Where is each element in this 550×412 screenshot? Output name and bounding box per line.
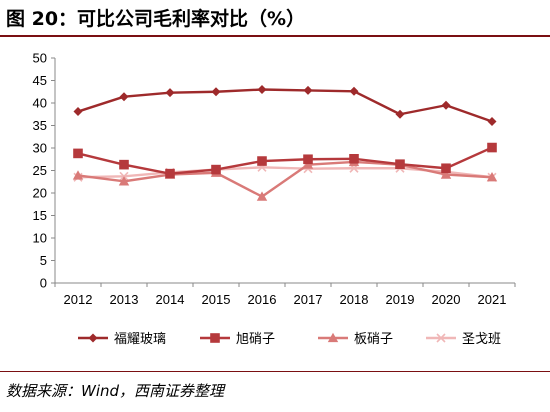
data-point [165,168,175,179]
data-point [73,107,83,117]
line-chart: 0 5 10 15 20 25 30 35 40 45 50 2012 2013 2014 2015 2016… [33,51,516,347]
data-point [303,85,313,95]
data-point [441,100,451,110]
chart-axes: 0 5 10 15 20 25 30 35 40 45 50 2012 2013 2014 2015 2016… [33,51,516,307]
y-tick-label: 35 [33,118,47,133]
x-tick-label: 2020 [432,292,461,307]
y-tick-label: 20 [33,186,47,201]
data-point [119,92,129,102]
series-line [77,146,493,175]
data-point [72,170,84,180]
data-point [349,154,359,164]
x-tick-label: 2015 [202,292,231,307]
data-point [440,169,452,179]
data-point [487,116,497,126]
data-point [441,163,451,174]
data-point [302,159,314,169]
y-tick-label: 45 [33,73,47,88]
series-3 [72,156,498,201]
y-tick-label: 5 [40,253,47,268]
data-point [257,156,267,166]
data-point [211,87,221,97]
legend-label: 板硝子 [354,332,393,347]
legend-label: 圣戈班 [462,332,501,347]
x-tick-label: 2014 [156,292,185,307]
x-tick-label: 2013 [110,292,139,307]
series-line [77,160,493,198]
chart-legend: 福耀玻璃 旭硝子 板硝子 圣戈班 [78,332,501,347]
title-rule [0,35,550,37]
data-point [165,88,175,98]
x-tick-label: 2012 [64,292,93,307]
series-1 [73,85,497,126]
y-tick-label: 30 [33,141,47,156]
data-point [395,109,405,119]
data-point [211,164,221,175]
source-rule [0,371,550,372]
y-tick-label: 10 [33,231,47,246]
data-point [349,86,359,96]
series-layer [72,85,498,201]
legend-item-4: 圣戈班 [426,332,501,347]
x-tick-label: 2016 [248,292,277,307]
data-point [486,172,498,182]
legend-swatch-marker [88,333,98,343]
y-tick-label: 50 [33,51,47,66]
series-2 [73,142,497,179]
legend-swatch-marker [436,333,446,343]
data-point [119,159,129,170]
x-tick-label: 2019 [386,292,415,307]
x-tick-label: 2018 [340,292,369,307]
data-point [257,85,267,94]
x-marker-stroke [436,333,446,343]
legend-label: 福耀玻璃 [114,332,166,347]
source-note: 数据来源：Wind，西南证券整理 [6,382,225,400]
data-point [395,159,405,169]
x-tick-label: 2021 [478,292,507,307]
y-tick-label: 0 [40,276,47,291]
y-tick-label: 25 [33,163,47,178]
series-line [77,88,493,123]
data-point [118,176,130,186]
y-tick-label: 15 [33,208,47,223]
legend-item-1: 福耀玻璃 [78,332,166,347]
data-point [487,142,497,153]
x-tick-label: 2017 [294,292,323,307]
data-point [256,191,268,201]
figure-title: 图 20：可比公司毛利率对比（%） [6,8,306,30]
legend-item-2: 旭硝子 [200,332,275,347]
data-point [73,148,83,159]
data-point [303,154,313,165]
legend-label: 旭硝子 [236,332,275,347]
legend-item-3: 板硝子 [318,332,393,347]
y-tick-label: 40 [33,96,47,111]
legend-swatch-marker [210,333,220,343]
legend-swatch-marker [327,332,339,343]
